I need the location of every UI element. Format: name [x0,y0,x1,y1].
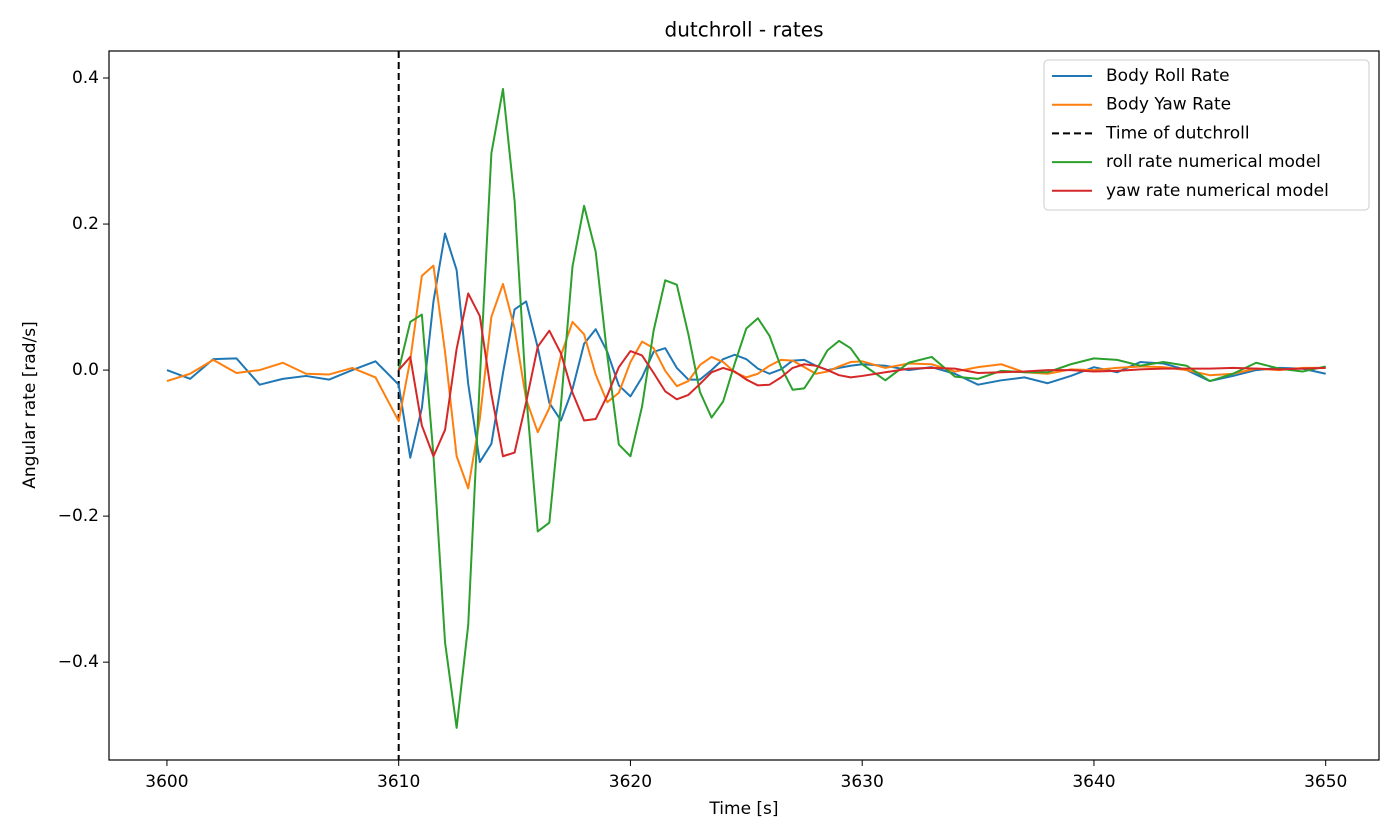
series-line [397,87,1326,729]
legend-label: Time of dutchroll [1105,123,1250,143]
y-tick-label: 0.2 [72,214,99,234]
series-line [397,292,1326,458]
plot-frame [108,50,1380,761]
x-tick-label: 3600 [145,772,188,792]
x-tick-label: 3610 [377,772,420,792]
legend-label: Body Roll Rate [1106,66,1230,86]
legend-label: yaw rate numerical model [1106,181,1329,201]
series-line [166,264,1326,490]
x-tick-label: 3640 [1072,772,1115,792]
x-axis-label: Time [s] [708,799,778,819]
x-tick-label: 3650 [1304,772,1347,792]
x-tick-label: 3630 [841,772,884,792]
y-axis-label: Angular rate [rad/s] [20,321,40,489]
x-tick-label: 3620 [609,772,652,792]
y-tick-label: 0.0 [72,360,99,380]
y-tick-label: 0.4 [72,68,99,88]
legend-label: roll rate numerical model [1106,152,1321,172]
legend-box [1043,59,1370,211]
y-tick-label: −0.4 [58,652,99,672]
legend-label: Body Yaw Rate [1106,95,1231,115]
chart-title: dutchroll - rates [665,18,824,42]
y-tick-label: −0.2 [58,506,99,526]
